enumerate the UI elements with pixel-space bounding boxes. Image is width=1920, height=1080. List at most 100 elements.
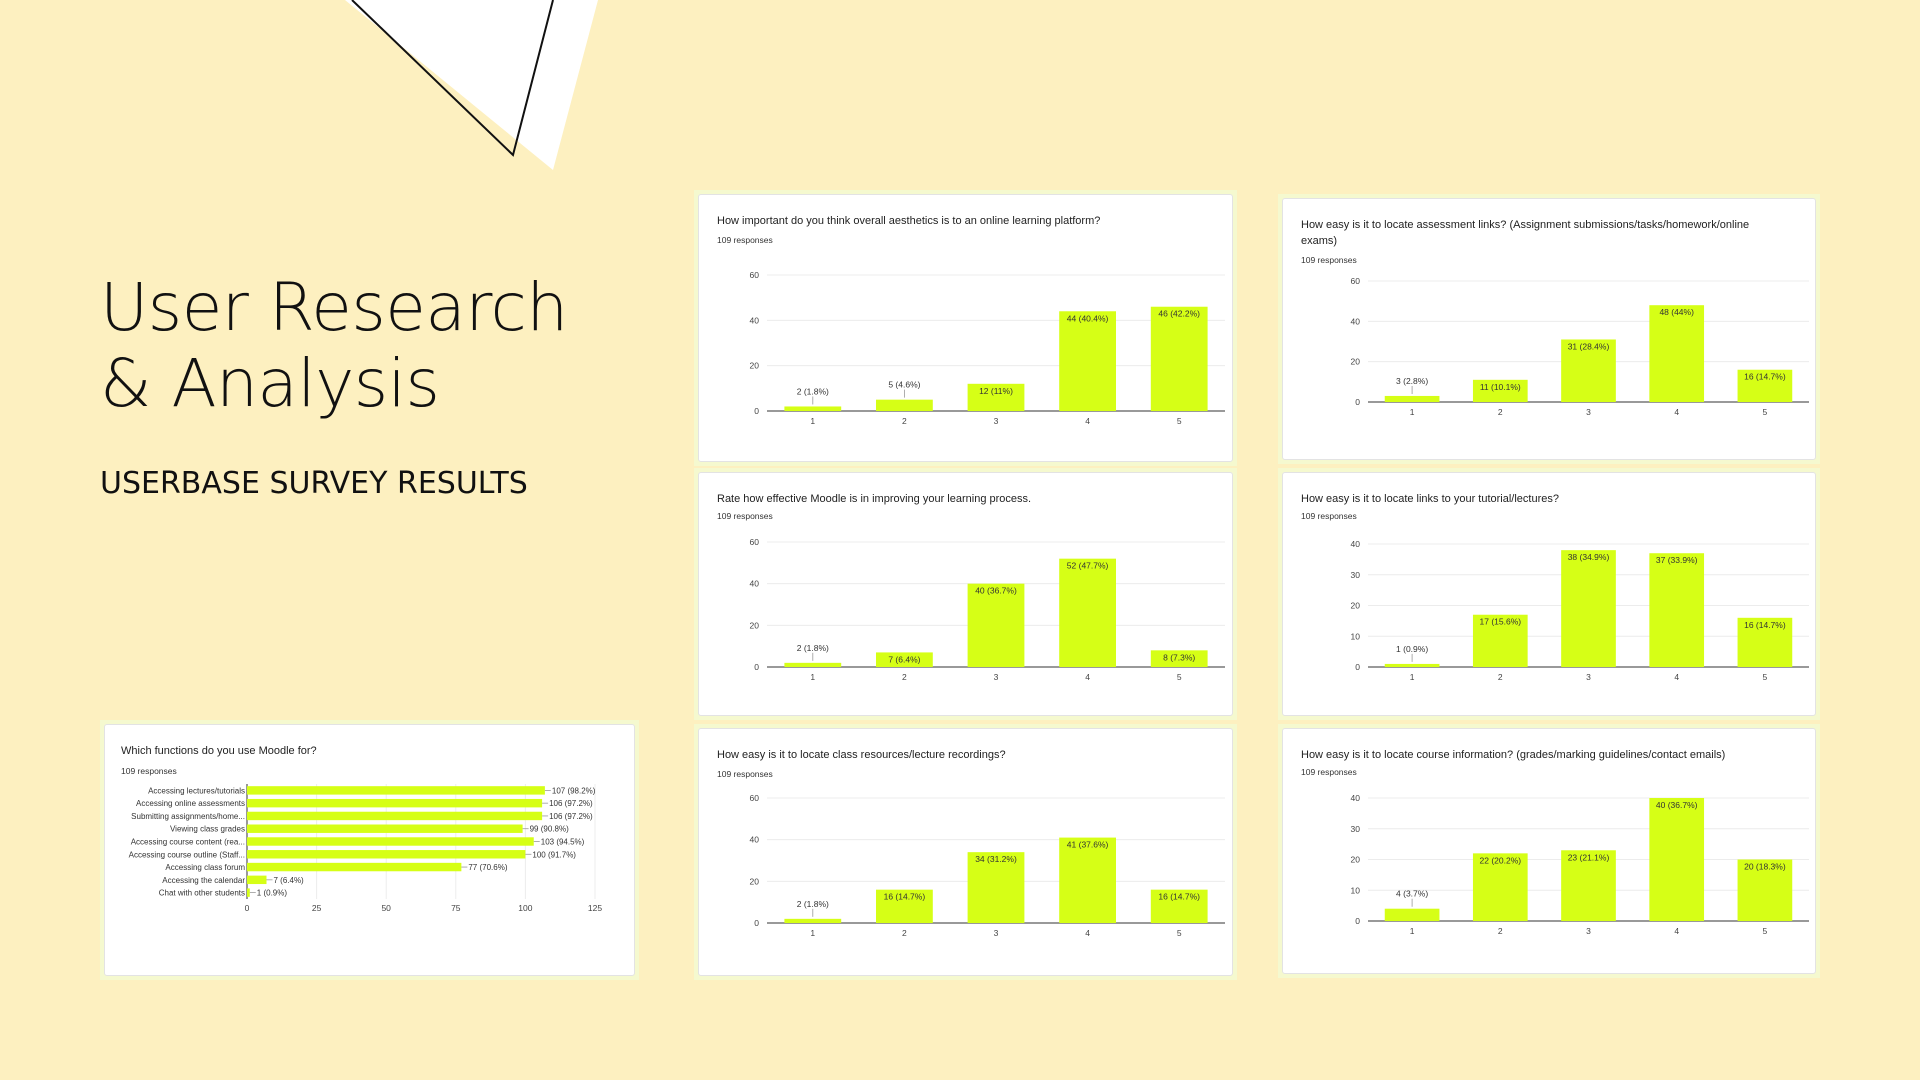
y-tick-label: 0 (1355, 916, 1360, 926)
data-label: 3 (2.8%) (1396, 376, 1428, 386)
x-tick-label: 3 (994, 672, 999, 682)
data-label: 12 (11%) (979, 386, 1013, 396)
bar (1561, 339, 1616, 402)
x-tick-label: 1 (1410, 672, 1415, 682)
bar (1472, 853, 1528, 921)
bar-chart-effective: 0 20 40 60 2 (1.8%) 1 7 (6.4%) 2 40 (36.7%) 3 52 (… (750, 537, 1225, 682)
y-tick-label: 30 (1351, 570, 1361, 580)
y-tick-label: 40 (1351, 539, 1361, 549)
bar (1059, 837, 1116, 923)
x-tick-label: 1 (810, 928, 815, 938)
bar (1737, 859, 1793, 921)
chart-card-functions: Which functions do you use Moodle for? 1… (100, 720, 639, 980)
bar (784, 662, 842, 667)
bar (1059, 311, 1116, 411)
category-label: Viewing class grades (170, 825, 245, 834)
data-label: 99 (90.8%) (530, 825, 569, 834)
chart-card-courseinfo: How easy is it to locate course informat… (1278, 724, 1820, 978)
y-tick-label: 20 (750, 876, 760, 886)
y-tick-label: 60 (750, 270, 760, 280)
data-label: 37 (33.9%) (1656, 555, 1698, 565)
x-tick-label: 3 (994, 928, 999, 938)
x-tick-label: 2 (1498, 672, 1503, 682)
chart-card-assessment: How easy is it to locate assessment link… (1278, 194, 1820, 464)
data-label: 38 (34.9%) (1568, 552, 1610, 562)
data-label: 48 (44%) (1659, 307, 1694, 317)
data-label: 100 (91.7%) (532, 850, 576, 859)
data-label: 23 (21.1%) (1568, 852, 1610, 862)
data-label: 20 (18.3%) (1744, 862, 1786, 872)
x-tick-label: 5 (1763, 672, 1768, 682)
chart-responses: 109 responses (1301, 767, 1357, 777)
chart-responses: 109 responses (717, 769, 773, 779)
y-tick-label: 0 (754, 662, 759, 672)
chart-question: How easy is it to locate class resources… (717, 749, 1006, 761)
bar (247, 862, 462, 872)
bar (1384, 908, 1440, 921)
data-label: 2 (1.8%) (797, 643, 829, 653)
y-tick-label: 10 (1351, 885, 1361, 895)
slide-subtitle: USERBASE SURVEY RESULTS (100, 466, 528, 501)
y-tick-label: 20 (750, 620, 760, 630)
x-tick-label: 0 (245, 903, 250, 913)
chart-responses: 109 responses (121, 766, 177, 776)
chart-question-line1: How easy is it to locate assessment link… (1301, 219, 1750, 231)
data-label: 77 (70.6%) (468, 863, 507, 872)
chart-card-aesthetics: How important do you think overall aesth… (694, 190, 1237, 466)
y-tick-label: 60 (750, 537, 760, 547)
bar (876, 399, 933, 411)
y-tick-label: 20 (1351, 601, 1361, 611)
data-label: 7 (6.4%) (888, 654, 920, 664)
bar (247, 811, 543, 821)
data-label: 16 (14.7%) (1744, 372, 1786, 382)
data-label: 1 (0.9%) (1396, 644, 1428, 654)
y-tick-label: 0 (1355, 397, 1360, 407)
bar (247, 786, 545, 795)
x-tick-label: 5 (1177, 672, 1182, 682)
bar (967, 583, 1025, 667)
x-tick-label: 100 (518, 903, 532, 913)
bar (876, 889, 933, 923)
category-label: Submitting assignments/home... (131, 812, 245, 821)
y-tick-label: 60 (750, 793, 760, 803)
bar (1472, 614, 1528, 667)
chart-card-effective: Rate how effective Moodle is in improvin… (694, 468, 1237, 720)
y-tick-label: 20 (750, 361, 760, 371)
x-tick-label: 2 (1498, 407, 1503, 417)
data-label: 106 (97.2%) (549, 812, 593, 821)
y-tick-label: 40 (750, 835, 760, 845)
chart-responses: 109 responses (1301, 255, 1357, 265)
data-label: 40 (36.7%) (975, 586, 1017, 596)
data-label: 8 (7.3%) (1163, 652, 1195, 662)
x-tick-label: 1 (1410, 926, 1415, 936)
bar-chart-courseinfo: 0 10 20 30 40 4 (3.7%) 1 22 (20.2%) 2 23 (21.1%) 3… (1351, 793, 1809, 936)
bar (247, 837, 534, 846)
hbar-chart-functions: 0 25 50 75 100 125 Accessing lectures/tutorial… (129, 784, 602, 913)
data-label: 7 (6.4%) (273, 876, 304, 885)
data-label: 4 (3.7%) (1396, 889, 1428, 899)
bar (247, 798, 543, 808)
white-triangle-shape (345, 0, 598, 170)
y-tick-label: 0 (754, 918, 759, 928)
data-label: 11 (10.1%) (1480, 382, 1521, 392)
x-tick-label: 1 (810, 672, 815, 682)
bar (1737, 617, 1793, 667)
category-label: Accessing course content (rea... (131, 838, 245, 847)
chart-question-line2: exams) (1301, 235, 1338, 247)
x-tick-label: 3 (994, 416, 999, 426)
chart-responses: 109 responses (1301, 511, 1357, 521)
category-label: Accessing the calendar (162, 876, 245, 885)
bar (1561, 550, 1616, 667)
x-tick-label: 5 (1177, 928, 1182, 938)
bar (1384, 663, 1440, 667)
y-tick-label: 10 (1351, 631, 1361, 641)
outline-triangle-shape (351, 0, 554, 157)
chart-responses: 109 responses (717, 511, 773, 521)
bar (1561, 850, 1616, 921)
bar (784, 918, 842, 923)
x-tick-label: 4 (1085, 672, 1090, 682)
bar (1059, 558, 1116, 667)
category-label: Accessing lectures/tutorials (148, 786, 245, 795)
x-tick-label: 1 (810, 416, 815, 426)
